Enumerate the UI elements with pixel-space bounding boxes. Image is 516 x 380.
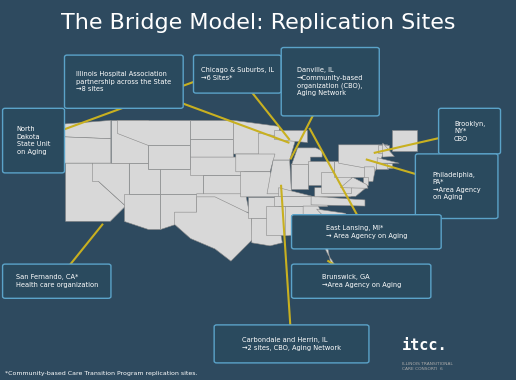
Polygon shape [392,130,417,151]
Text: *Community-based Care Transition Program replication sites.: *Community-based Care Transition Program… [5,371,198,376]
Polygon shape [190,157,246,176]
Polygon shape [233,120,279,154]
Polygon shape [376,163,388,169]
Polygon shape [285,206,307,236]
Polygon shape [292,165,308,189]
Polygon shape [252,218,282,246]
Polygon shape [311,196,365,206]
Polygon shape [292,148,322,165]
Text: The Bridge Model: Replication Sites: The Bridge Model: Replication Sites [61,13,455,33]
Polygon shape [341,177,368,188]
Polygon shape [259,133,296,160]
Polygon shape [240,172,282,197]
Polygon shape [364,167,375,182]
Polygon shape [92,163,130,206]
Text: East Lansing, MI*
→ Area Agency on Aging: East Lansing, MI* → Area Agency on Aging [326,225,407,239]
Text: Philadelphia,
PA*
→Area Agency
on Aging: Philadelphia, PA* →Area Agency on Aging [433,172,480,201]
Polygon shape [64,120,111,139]
Polygon shape [377,158,399,163]
Polygon shape [334,162,370,177]
Polygon shape [267,160,292,194]
Polygon shape [66,163,125,221]
Polygon shape [275,196,327,206]
Polygon shape [111,120,148,163]
Polygon shape [190,120,233,139]
Polygon shape [363,177,368,185]
Polygon shape [148,145,190,169]
Polygon shape [387,163,392,168]
Text: San Fernando, CA*
Health care organization: San Fernando, CA* Health care organizati… [15,274,98,288]
Text: Chicago & Suburbs, IL
→6 Sites*: Chicago & Suburbs, IL →6 Sites* [201,67,274,81]
Polygon shape [203,176,246,194]
Polygon shape [317,209,346,225]
Polygon shape [279,188,351,197]
Polygon shape [130,163,160,194]
Polygon shape [124,194,160,229]
Polygon shape [190,139,233,157]
Text: Brunswick, GA
→Area Agency on Aging: Brunswick, GA →Area Agency on Aging [321,274,401,288]
Polygon shape [303,206,331,232]
Polygon shape [274,130,307,142]
Polygon shape [160,169,203,194]
Polygon shape [291,234,336,269]
Text: Danville, IL
→Community-based
organization (CBO),
Aging Network: Danville, IL →Community-based organizati… [297,67,363,96]
Polygon shape [338,145,388,172]
Polygon shape [378,145,390,154]
Polygon shape [197,194,249,212]
Text: ILLINOIS TRANSITIONAL
CARE CONSORTI  6: ILLINOIS TRANSITIONAL CARE CONSORTI 6 [401,362,453,371]
Text: Brooklyn,
NY*
CBO: Brooklyn, NY* CBO [454,120,485,142]
Polygon shape [236,154,275,172]
Polygon shape [117,120,190,145]
Text: Illinois Hospital Association
partnership across the State
→8 sites: Illinois Hospital Association partnershi… [76,71,171,92]
Polygon shape [266,206,288,236]
Text: itcc.: itcc. [401,338,447,353]
Text: Carbondale and Herrin, IL
→2 sites, CBO, Aging Network: Carbondale and Herrin, IL →2 sites, CBO,… [242,337,341,351]
Polygon shape [308,162,334,185]
Polygon shape [248,197,278,218]
Polygon shape [315,188,366,197]
Polygon shape [160,194,197,229]
Polygon shape [174,197,252,261]
Polygon shape [383,143,394,157]
Polygon shape [321,172,351,193]
Text: North
Dakota
State Unit
on Aging: North Dakota State Unit on Aging [17,126,50,155]
Polygon shape [64,137,111,163]
